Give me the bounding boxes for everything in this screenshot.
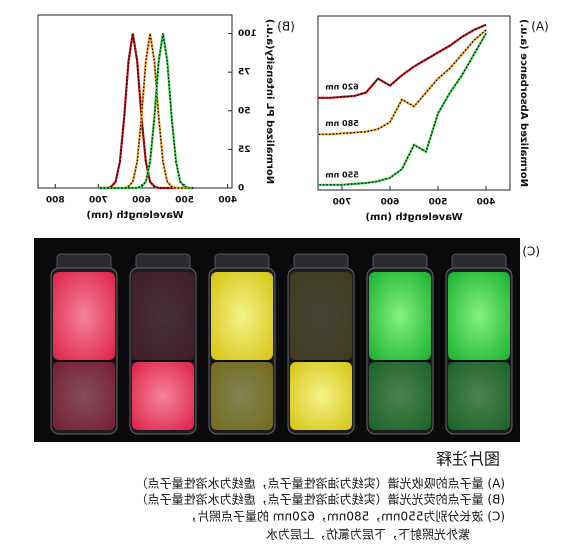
- x-axis-label: Wavelength (nm): [86, 210, 183, 221]
- vial-lower: [132, 362, 194, 430]
- y-tick-label: 0: [238, 184, 244, 194]
- vial-lower: [53, 362, 115, 430]
- fit-curve: [98, 33, 194, 189]
- vial-lower: [211, 362, 273, 430]
- x-tick-label: 700: [333, 198, 352, 208]
- panel-label: (C): [522, 245, 540, 259]
- x-tick-label: 400: [477, 198, 496, 208]
- vial-lower: [369, 362, 431, 430]
- x-axis-label: Wavelength (nm): [365, 212, 462, 223]
- panel-label: (A): [531, 20, 549, 34]
- fit-curve: [318, 29, 487, 135]
- caption-line: (B) 量子点的荧光光谱（实线为油溶性量子点，虚线为水溶性量子点）: [136, 492, 505, 507]
- x-tick-label: 500: [429, 198, 448, 208]
- x-tick-label: 500: [175, 196, 194, 206]
- y-tick-label: 100: [238, 29, 257, 39]
- fit-curve: [318, 24, 487, 99]
- caption-line: 紫外光照射下，下层为氯仿，上层为水: [266, 527, 470, 542]
- caption-line: (A) 量子点的吸收光谱（实线为油溶性量子点，虚线为水溶性量子点）: [136, 476, 505, 491]
- vial-upper: [132, 272, 194, 360]
- panel-label: (B): [277, 20, 295, 34]
- y-axis-label: Normalized PL intensity(a.u.): [264, 19, 275, 184]
- x-tick-label: 700: [89, 196, 108, 206]
- y-tick-label: 75: [238, 68, 251, 78]
- vial-upper: [369, 272, 431, 360]
- y-tick-label: 25: [238, 145, 251, 155]
- vial-upper: [448, 272, 510, 360]
- curve-label: 620 nm: [325, 82, 359, 91]
- y-tick-label: 50: [238, 106, 251, 116]
- x-tick-label: 400: [218, 196, 237, 206]
- vial-lower: [290, 362, 352, 430]
- y-axis-label: Normalized Absorbance (a.u.): [518, 19, 529, 187]
- vial-lower: [448, 362, 510, 430]
- vial-upper: [53, 272, 115, 360]
- x-tick-label: 600: [132, 196, 151, 206]
- vial-upper: [290, 272, 352, 360]
- x-tick-label: 800: [46, 196, 65, 206]
- curve-label: 580 nm: [325, 119, 359, 128]
- photo: [34, 238, 520, 442]
- plot-frame: [317, 15, 511, 191]
- absorbance-chart: 400 500 600 700 Wavelength (nm) Normalized Ab…: [317, 15, 549, 223]
- curve: [318, 32, 487, 186]
- x-tick-label: 600: [381, 198, 400, 208]
- pl-chart: 400 500 600 700 800 0 25 50 75 100 Wavelength (nm)…: [37, 14, 295, 221]
- vial-upper: [211, 272, 273, 360]
- caption-line: (C) 波长分别为550nm，580nm，620nm 的量子点照片，: [185, 509, 505, 524]
- caption-title: 图片注释: [436, 450, 500, 469]
- curve-label: 550 nm: [325, 170, 359, 179]
